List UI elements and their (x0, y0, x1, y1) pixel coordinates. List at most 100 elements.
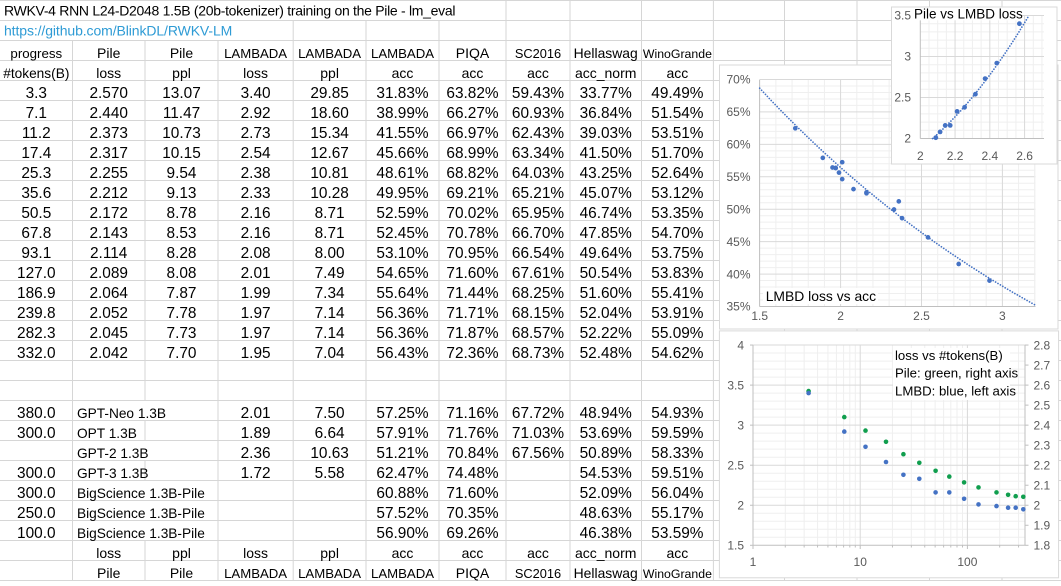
svg-text:2.570: 2.570 (89, 85, 128, 102)
svg-text:48.61%: 48.61% (376, 165, 429, 182)
svg-text:Pile: green, right axis: Pile: green, right axis (895, 366, 1019, 381)
svg-text:BigScience 1.3B-Pile: BigScience 1.3B-Pile (77, 486, 205, 501)
svg-text:loss: loss (96, 65, 121, 81)
svg-text:2.1: 2.1 (1034, 478, 1051, 492)
svg-text:Hellaswag: Hellaswag (574, 45, 638, 61)
svg-text:2.373: 2.373 (89, 125, 128, 142)
svg-text:52.09%: 52.09% (580, 485, 633, 502)
svg-text:69.21%: 69.21% (446, 185, 499, 202)
svg-text:29.85: 29.85 (310, 85, 349, 102)
svg-text:57.52%: 57.52% (376, 505, 429, 522)
svg-text:2.6: 2.6 (1034, 378, 1051, 392)
svg-text:2.052: 2.052 (89, 305, 128, 322)
svg-text:PIQA: PIQA (456, 565, 490, 581)
svg-text:41.50%: 41.50% (580, 145, 633, 162)
svg-text:59.43%: 59.43% (512, 85, 565, 102)
svg-text:2: 2 (904, 132, 911, 146)
svg-text:66.27%: 66.27% (446, 105, 499, 122)
svg-text:53.35%: 53.35% (651, 205, 704, 222)
svg-text:56.36%: 56.36% (376, 325, 429, 342)
svg-text:35%: 35% (726, 300, 750, 314)
svg-text:2.042: 2.042 (89, 345, 128, 362)
svg-text:2: 2 (1034, 498, 1041, 512)
svg-text:35.6: 35.6 (21, 185, 51, 202)
svg-text:8.00: 8.00 (315, 245, 345, 262)
svg-text:2.172: 2.172 (89, 205, 128, 222)
svg-text:54.70%: 54.70% (651, 225, 704, 242)
svg-text:https://github.com/BlinkDL/RWK: https://github.com/BlinkDL/RWKV-LM (4, 23, 232, 39)
svg-text:2.5: 2.5 (727, 458, 744, 472)
svg-text:46.74%: 46.74% (580, 205, 633, 222)
svg-text:LAMBADA: LAMBADA (224, 46, 287, 61)
svg-text:3.3: 3.3 (26, 85, 47, 102)
svg-text:acc_norm: acc_norm (575, 545, 636, 561)
svg-text:63.34%: 63.34% (512, 145, 565, 162)
svg-text:2.08: 2.08 (241, 245, 271, 262)
svg-text:loss: loss (243, 545, 268, 561)
svg-text:7.87: 7.87 (167, 285, 197, 302)
svg-text:2.4: 2.4 (1034, 418, 1051, 432)
svg-text:ppl: ppl (172, 65, 191, 81)
svg-text:LMBD: blue, left axis: LMBD: blue, left axis (895, 383, 1016, 398)
svg-text:52.04%: 52.04% (580, 305, 633, 322)
svg-text:53.69%: 53.69% (580, 425, 633, 442)
svg-text:100: 100 (957, 555, 977, 569)
svg-text:58.33%: 58.33% (651, 445, 704, 462)
svg-text:31.83%: 31.83% (376, 85, 429, 102)
svg-text:59.51%: 59.51% (651, 465, 704, 482)
svg-text:60%: 60% (726, 138, 750, 152)
svg-text:progress: progress (10, 46, 62, 61)
svg-text:11.47: 11.47 (163, 105, 200, 122)
svg-text:68.15%: 68.15% (512, 305, 565, 322)
svg-text:LAMBADA: LAMBADA (298, 46, 361, 61)
svg-text:2.92: 2.92 (241, 105, 271, 122)
svg-text:70.35%: 70.35% (446, 505, 499, 522)
svg-text:Pile: Pile (97, 45, 121, 61)
svg-text:51.21%: 51.21% (376, 445, 429, 462)
svg-text:53.83%: 53.83% (651, 265, 704, 282)
svg-text:12.67: 12.67 (310, 145, 349, 162)
svg-text:18.60: 18.60 (310, 105, 349, 122)
svg-text:ppl: ppl (172, 545, 191, 561)
svg-text:2.2: 2.2 (947, 149, 964, 163)
svg-text:65.21%: 65.21% (512, 185, 565, 202)
svg-text:7.1: 7.1 (26, 105, 47, 122)
svg-text:54.62%: 54.62% (651, 345, 704, 362)
svg-text:74.48%: 74.48% (446, 465, 499, 482)
svg-text:67.8: 67.8 (21, 225, 51, 242)
svg-text:2.255: 2.255 (89, 165, 128, 182)
svg-text:55.17%: 55.17% (651, 505, 704, 522)
svg-text:7.78: 7.78 (167, 305, 197, 322)
svg-text:loss vs #tokens(B): loss vs #tokens(B) (895, 348, 1003, 363)
svg-text:Pile: Pile (97, 565, 121, 581)
svg-text:acc: acc (667, 65, 689, 81)
svg-text:49.49%: 49.49% (651, 85, 704, 102)
svg-text:60.88%: 60.88% (376, 485, 429, 502)
svg-text:RWKV-4 RNN L24-D2048 1.5B (20b: RWKV-4 RNN L24-D2048 1.5B (20b-tokenizer… (4, 3, 455, 19)
svg-text:8.71: 8.71 (315, 225, 345, 242)
svg-text:56.90%: 56.90% (376, 525, 429, 542)
svg-text:2.38: 2.38 (241, 165, 271, 182)
svg-text:72.36%: 72.36% (446, 345, 499, 362)
svg-text:52.59%: 52.59% (376, 205, 429, 222)
svg-text:33.77%: 33.77% (580, 85, 633, 102)
svg-text:WinoGrande: WinoGrande (643, 47, 712, 61)
svg-text:93.1: 93.1 (21, 245, 51, 262)
svg-text:250.0: 250.0 (17, 505, 56, 522)
svg-text:71.60%: 71.60% (446, 265, 499, 282)
svg-text:70.78%: 70.78% (446, 225, 499, 242)
svg-text:acc: acc (462, 545, 484, 561)
svg-text:239.8: 239.8 (17, 305, 56, 322)
svg-text:300.0: 300.0 (17, 465, 56, 482)
svg-text:7.34: 7.34 (315, 285, 345, 302)
svg-text:65%: 65% (726, 105, 750, 119)
svg-text:2.33: 2.33 (241, 185, 271, 202)
svg-text:2.212: 2.212 (89, 185, 128, 202)
svg-text:50.5: 50.5 (21, 205, 51, 222)
svg-text:51.70%: 51.70% (651, 145, 704, 162)
svg-text:7.14: 7.14 (315, 305, 345, 322)
svg-text:45.66%: 45.66% (376, 145, 429, 162)
svg-text:2: 2 (837, 309, 844, 323)
svg-text:56.36%: 56.36% (376, 305, 429, 322)
svg-text:LAMBADA: LAMBADA (371, 566, 434, 581)
